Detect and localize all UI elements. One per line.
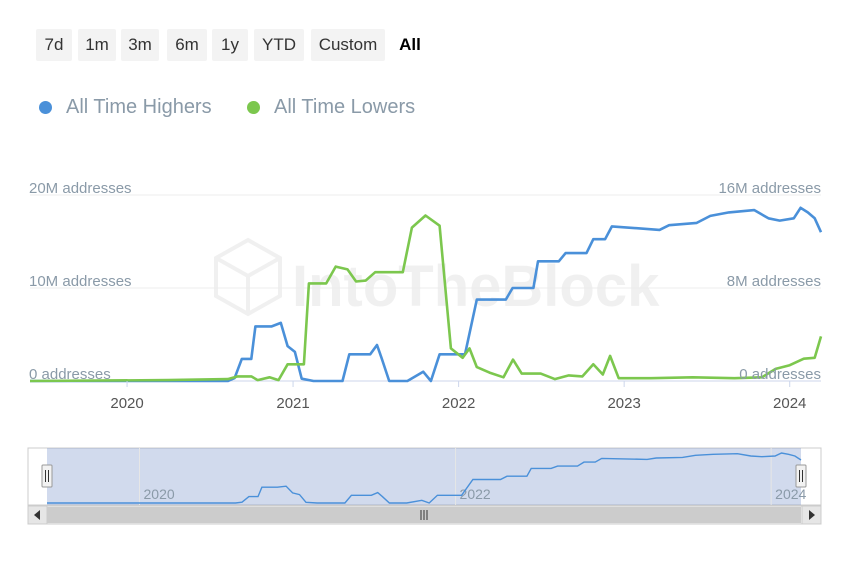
watermark-text: IntoTheBlock <box>292 254 660 319</box>
series-layer <box>29 206 823 383</box>
legend-item-lowers[interactable]: All Time Lowers <box>247 94 415 120</box>
left-axis-tick-label: 10M addresses <box>29 273 132 290</box>
legend-dot-icon <box>39 100 52 114</box>
x-axis-tick-label: 2023 <box>607 395 640 412</box>
right-axis-tick-label: 0 addresses <box>739 366 821 383</box>
scrollbar-track[interactable] <box>27 505 822 525</box>
legend-label: All Time Lowers <box>274 95 416 118</box>
range-ytd-button[interactable]: YTD <box>254 29 304 61</box>
range-7d-button[interactable]: 7d <box>36 29 72 61</box>
grid-lines <box>30 194 821 382</box>
range-1y-button[interactable]: 1y <box>212 29 248 61</box>
navigator: 2020 2022 2024 <box>27 447 822 525</box>
navigator-tick-label: 2022 <box>460 486 491 502</box>
axes: 0 addresses 10M addresses 20M addresses 0 a… <box>29 180 821 412</box>
right-axis-tick-label: 8M addresses <box>727 273 821 290</box>
range-all-button[interactable]: All <box>399 35 421 54</box>
navigator-handle-right[interactable] <box>795 464 807 488</box>
left-axis-tick-label: 20M addresses <box>29 180 132 197</box>
navigator-selection[interactable] <box>47 448 801 505</box>
right-axis-tick-label: 16M addresses <box>718 180 821 197</box>
x-axis-tick-label: 2020 <box>110 395 143 412</box>
watermark-logo: IntoTheBlock <box>214 237 660 319</box>
scroll-right-arrow-icon[interactable] <box>801 505 822 525</box>
legend-dot-icon <box>247 100 260 114</box>
x-axis-tick-label: 2024 <box>773 395 806 412</box>
left-axis-tick-label: 0 addresses <box>29 366 111 383</box>
navigator-tick-label: 2024 <box>775 486 806 502</box>
range-3m-button[interactable]: 3m <box>121 29 159 61</box>
watermark-cube-icon <box>214 237 282 317</box>
x-axis-tick-label: 2021 <box>276 395 309 412</box>
navigator-handle-left[interactable] <box>41 464 53 488</box>
series-line-all-time-highers <box>30 206 823 383</box>
series-line-all-time-lowers <box>29 214 823 383</box>
navigator-tick-label: 2020 <box>144 486 175 502</box>
legend-item-highers[interactable]: All Time Highers <box>39 94 212 120</box>
legend-label: All Time Highers <box>66 95 212 118</box>
scrollbar-thumb[interactable] <box>47 507 801 523</box>
range-1m-button[interactable]: 1m <box>78 29 116 61</box>
navigator-series-line <box>47 452 802 504</box>
navigator-background <box>27 447 822 506</box>
x-axis-tick-label: 2022 <box>442 395 475 412</box>
range-6m-button[interactable]: 6m <box>167 29 207 61</box>
range-custom-button[interactable]: Custom <box>311 29 385 61</box>
scroll-left-arrow-icon[interactable] <box>27 505 48 525</box>
